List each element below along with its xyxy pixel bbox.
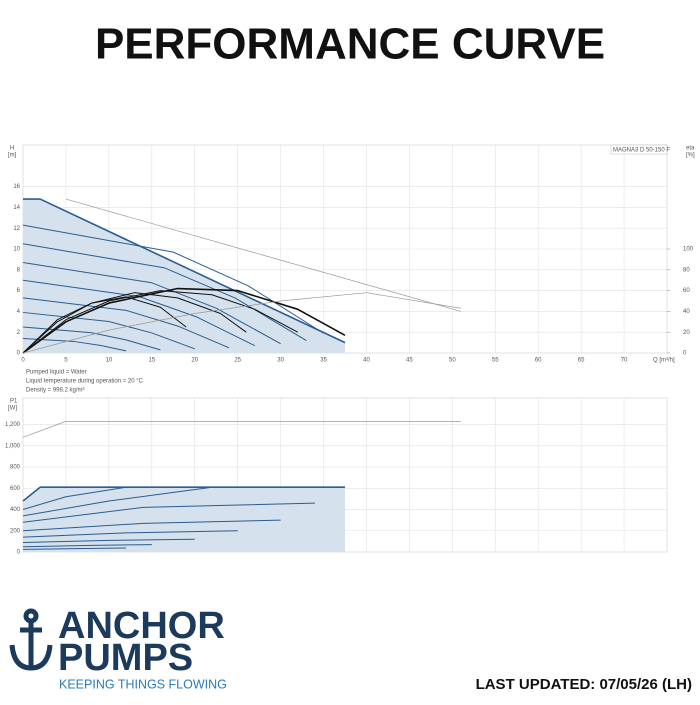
- y-tick-label: 2: [17, 330, 21, 336]
- curve: [22, 502, 315, 523]
- curve: [22, 530, 238, 538]
- curve: [22, 296, 187, 354]
- anchor-logo: [9, 608, 53, 671]
- y-axis-label: H: [10, 146, 14, 152]
- y-axis-label: P1: [10, 399, 18, 405]
- x-tick-label: 0: [21, 358, 25, 364]
- y-tick-label: 12: [13, 226, 20, 232]
- curve: [22, 486, 345, 502]
- y-tick-label: 1,000: [5, 443, 21, 449]
- y2-tick-label: 40: [683, 309, 690, 315]
- y-tick-label: 4: [17, 309, 21, 315]
- curve: [22, 224, 324, 334]
- page-title: PERFORMANCE CURVE: [95, 20, 605, 69]
- y-tick-label: 8: [17, 267, 21, 273]
- x-tick-label: 15: [148, 358, 155, 364]
- curve: [22, 292, 247, 354]
- y2-tick-label: 60: [683, 288, 690, 294]
- y-tick-label: 14: [13, 205, 20, 211]
- x-tick-label: 30: [277, 358, 284, 364]
- y-tick-label: 6: [17, 288, 21, 294]
- curve: [22, 486, 127, 510]
- y-tick-label: 10: [13, 247, 20, 253]
- curve: [23, 198, 346, 344]
- y2-axis-unit: [%]: [686, 153, 695, 159]
- y2-tick-label: 20: [683, 330, 690, 336]
- last-updated: LAST UPDATED: 07/05/26 (LH): [476, 676, 692, 693]
- x-tick-label: 45: [406, 358, 413, 364]
- x-tick-label: 65: [578, 358, 585, 364]
- x-tick-label: 25: [234, 358, 241, 364]
- y-tick-label: 16: [13, 184, 20, 190]
- y-tick-label: 0: [17, 351, 21, 357]
- brand-name: PUMPS: [58, 637, 193, 679]
- y-axis-unit: [m]: [8, 153, 17, 159]
- note: Liquid temperature during operation = 20…: [26, 379, 144, 385]
- y2-axis-label: eta: [686, 146, 695, 152]
- curve: [22, 297, 230, 349]
- x-tick-label: 40: [363, 358, 370, 364]
- y-tick-label: 400: [10, 507, 21, 513]
- curve: [22, 279, 256, 347]
- y-tick-label: 1,200: [5, 422, 21, 428]
- curve: [22, 486, 212, 517]
- curve: [22, 337, 127, 352]
- brand-name: ANCHOR: [58, 605, 225, 647]
- annotation-box: [610, 144, 668, 155]
- y2-tick-label: 0: [683, 351, 687, 357]
- y2-tick-label: 80: [683, 267, 690, 273]
- curve: [22, 421, 461, 438]
- x-tick-label: 50: [449, 358, 456, 364]
- curve: [22, 262, 281, 345]
- x-tick-label: 35: [320, 358, 327, 364]
- envelope-area: [23, 487, 345, 552]
- curve: [22, 547, 127, 550]
- curve: [22, 519, 281, 532]
- curve: [22, 243, 307, 341]
- curve: [22, 538, 195, 543]
- x-axis-label: Q [m³/h]: [653, 358, 675, 364]
- note: Density = 998.2 kg/m³: [26, 388, 85, 394]
- y-axis-unit: [W]: [8, 406, 17, 412]
- y-tick-label: 200: [10, 528, 21, 534]
- note: Pumped liquid = Water: [26, 370, 87, 376]
- annotation: MAGNA3 D 50-150 F: [613, 148, 670, 154]
- y-tick-label: 800: [10, 465, 21, 471]
- curve: [22, 326, 161, 351]
- x-tick-label: 10: [106, 358, 113, 364]
- curve: [65, 198, 462, 312]
- curve: [22, 290, 299, 354]
- x-tick-label: 60: [535, 358, 542, 364]
- y2-tick-label: 100: [683, 247, 694, 253]
- y-tick-label: 600: [10, 486, 21, 492]
- x-tick-label: 20: [191, 358, 198, 364]
- x-tick-label: 5: [64, 358, 68, 364]
- curve: [22, 292, 461, 354]
- brand-tagline: KEEPING THINGS FLOWING: [59, 677, 227, 691]
- curve: [22, 544, 152, 548]
- x-tick-label: 70: [621, 358, 628, 364]
- x-tick-label: 55: [492, 358, 499, 364]
- y-tick-label: 0: [17, 550, 21, 556]
- curve: [22, 287, 346, 354]
